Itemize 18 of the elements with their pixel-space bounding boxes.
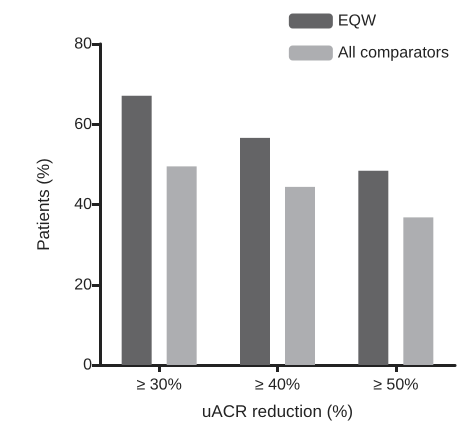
x-tick-label: ≥ 40% [254, 376, 300, 394]
y-tick-label: 0 [83, 356, 92, 374]
y-tick-label: 60 [74, 116, 92, 133]
bar [240, 138, 270, 365]
bar [403, 217, 434, 365]
bar [358, 170, 388, 365]
y-axis-title: Patients (%) [34, 158, 53, 251]
y-tick-label: 20 [74, 276, 92, 294]
bar [285, 186, 315, 365]
legend-label: All comparators [338, 44, 450, 62]
bar [166, 166, 197, 365]
x-tick-label: ≥ 30% [136, 376, 182, 394]
y-tick-label: 80 [74, 36, 92, 52]
legend-label: EQW [338, 12, 377, 30]
y-tick-label: 40 [74, 196, 92, 213]
x-axis-title: uACR reduction (%) [202, 402, 354, 421]
x-tick-label: ≥ 50% [373, 376, 418, 394]
bar [122, 96, 152, 365]
